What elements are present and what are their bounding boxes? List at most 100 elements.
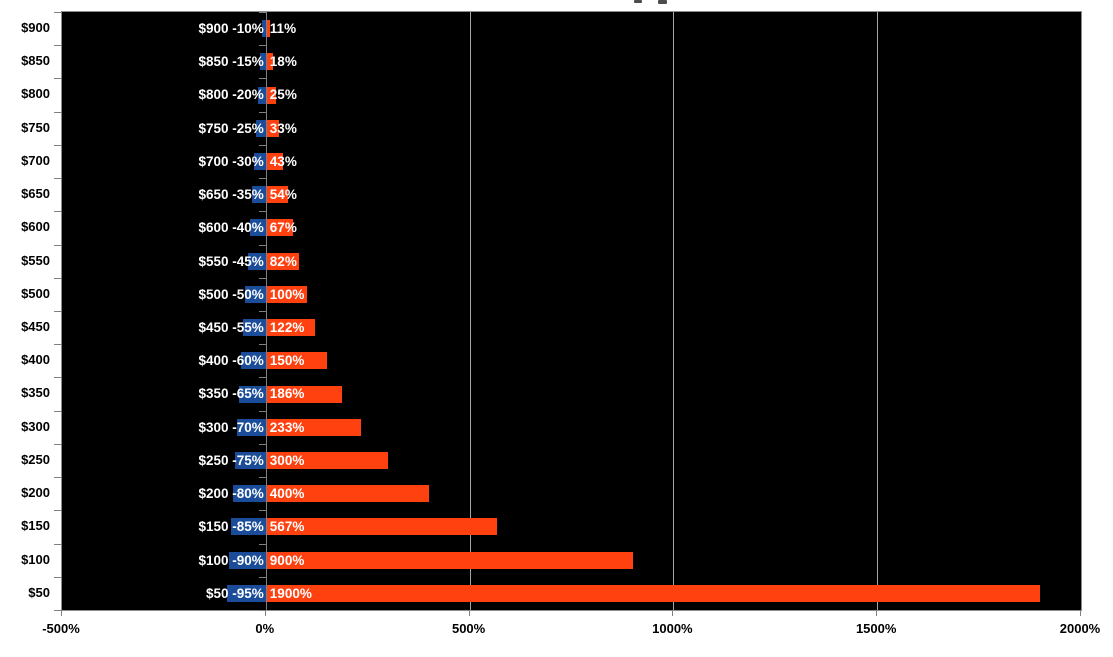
gain-bar-label: 25% (269, 87, 297, 103)
category-tick (258, 178, 266, 180)
gain-bar (265, 551, 633, 569)
gain-bar-label: 11% (269, 21, 297, 36)
gain-bar (265, 518, 497, 536)
gain-bar-label: 33% (269, 120, 297, 136)
y-axis-label: $800 (21, 86, 50, 102)
y-axis-label: $200 (21, 485, 50, 501)
loss-bar-label: $750 -25% (198, 120, 264, 136)
category-tick (258, 277, 266, 279)
y-axis-label: $650 (21, 186, 50, 202)
y-axis-label: $500 (21, 285, 50, 301)
gain-bar (265, 452, 389, 469)
category-tick (258, 45, 266, 47)
category-edge-tick (54, 211, 62, 213)
loss-bar (229, 551, 266, 569)
x-axis-label: 0% (255, 621, 275, 636)
category-tick (258, 211, 266, 213)
category-tick (258, 244, 266, 246)
loss-bar (257, 86, 266, 104)
category-edge-tick (54, 244, 62, 246)
category-edge-tick (54, 78, 62, 80)
loss-bar-label: $250 -75% (198, 452, 264, 468)
y-axis-label: $850 (21, 53, 50, 69)
loss-bar-label: $600 -40% (198, 220, 264, 236)
y-axis-label: $300 (21, 418, 50, 434)
x-axis-tick (264, 611, 266, 616)
loss-bar (241, 352, 266, 370)
category-tick (258, 344, 266, 346)
gain-bar-label: 900% (269, 552, 305, 568)
loss-bar (245, 285, 266, 303)
category-edge-tick (54, 12, 62, 13)
category-tick (258, 12, 266, 13)
gain-bar (265, 385, 342, 403)
plot-area: $900 -10% 11% $850 -15% 18% $800 -20% 25% $750… (54, 11, 1082, 611)
y-axis-label: $750 (21, 119, 50, 135)
loss-bar (253, 153, 266, 170)
loss-bar (239, 385, 266, 403)
gridline (673, 12, 675, 610)
gain-bar (265, 186, 288, 204)
loss-bar (261, 20, 266, 38)
gain-bar (265, 20, 271, 38)
loss-bar-label: $200 -80% (198, 486, 264, 502)
gain-bar-label: 43% (269, 153, 297, 169)
gain-bar-label: 18% (269, 54, 297, 70)
zero-axis-line (265, 12, 267, 610)
category-edge-tick (54, 576, 62, 578)
category-edge-tick (54, 144, 62, 146)
loss-bar (235, 452, 266, 469)
loss-bar (247, 252, 266, 270)
gain-bar (265, 219, 294, 237)
gain-bar-label: 150% (269, 353, 305, 369)
gain-bar-label: 400% (269, 486, 305, 502)
category-tick (258, 576, 266, 578)
gain-bar (265, 86, 276, 104)
gain-bar (265, 153, 284, 170)
x-axis-tick (672, 611, 674, 616)
gain-bar-label: 122% (269, 320, 305, 335)
category-edge-tick (54, 344, 62, 346)
loss-bar-label: $350 -65% (198, 386, 264, 402)
y-axis-label: $700 (21, 152, 50, 168)
y-axis-label: $600 (21, 219, 50, 235)
gain-bar (265, 252, 300, 270)
gain-bar-label: 82% (269, 253, 297, 269)
gain-bar-label: 233% (269, 419, 305, 435)
gain-bar-label: 300% (269, 452, 305, 468)
gain-bar (265, 584, 1041, 602)
x-axis-tick (876, 611, 878, 616)
x-axis-tick (61, 611, 62, 616)
x-axis-label: 1000% (652, 621, 693, 636)
gain-bar (265, 418, 361, 436)
category-tick (258, 443, 266, 445)
loss-bar-label: $850 -15% (198, 54, 264, 70)
category-edge-tick (54, 610, 62, 611)
category-edge-tick (54, 45, 62, 47)
loss-bar (243, 319, 266, 337)
gain-bar-label: 1900% (269, 585, 312, 601)
gridline (469, 12, 471, 610)
category-tick (258, 510, 266, 512)
loss-bar (233, 485, 266, 503)
category-edge-tick (54, 178, 62, 180)
loss-bar (255, 119, 266, 137)
category-tick (258, 543, 266, 545)
gridline (877, 12, 879, 610)
category-tick (258, 78, 266, 80)
gain-bar-label: 67% (269, 220, 297, 236)
loss-bar-label: $900 -10% (198, 21, 264, 36)
loss-bar-label: $800 -20% (198, 87, 264, 103)
loss-bar-label: $100 -90% (198, 552, 264, 568)
loss-bar-label: $700 -30% (198, 153, 264, 169)
category-tick (258, 410, 266, 412)
loss-bar (227, 584, 266, 602)
category-edge-tick (54, 377, 62, 379)
clipped-title-fragment (634, 0, 642, 3)
category-tick (258, 311, 266, 312)
x-axis-label: 2000% (1059, 621, 1101, 636)
x-axis-label: -500% (42, 621, 80, 636)
loss-bar-label: $650 -35% (198, 187, 264, 203)
loss-bar (237, 418, 266, 436)
loss-bar-label: $450 -55% (198, 320, 264, 335)
